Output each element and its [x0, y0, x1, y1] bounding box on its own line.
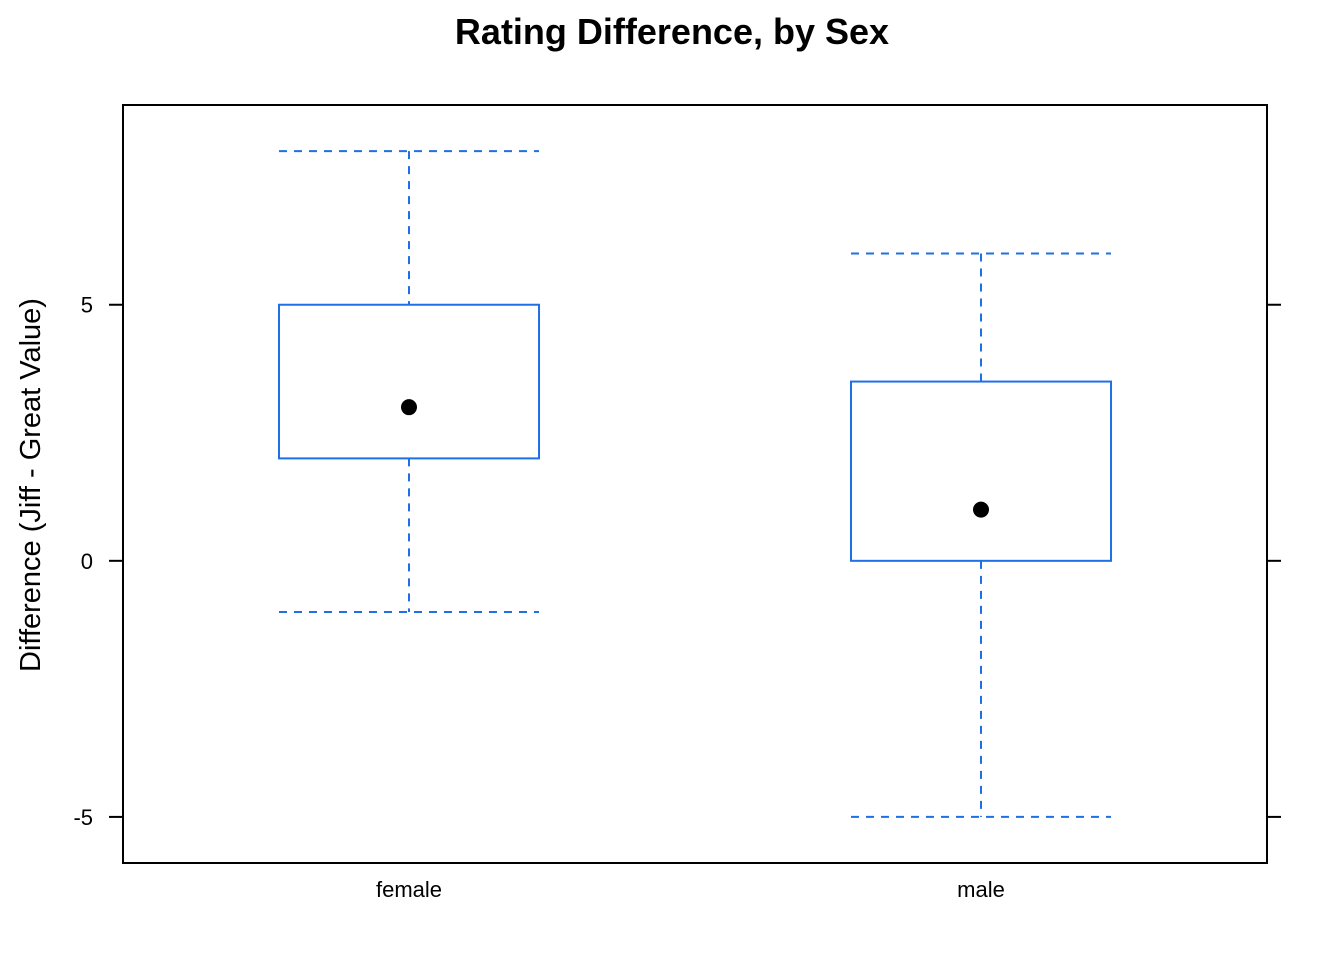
chart-title: Rating Difference, by Sex [455, 11, 889, 52]
y-tick-label: 5 [81, 293, 93, 318]
y-axis-label: Difference (Jiff - Great Value) [15, 298, 47, 672]
y-axis: -5 0 5 [73, 293, 1281, 830]
box-female [277, 150, 541, 614]
y-tick-label: 0 [81, 549, 93, 574]
box-male [849, 252, 1113, 818]
boxes [277, 150, 1113, 818]
x-tick-label: female [376, 877, 442, 902]
iqr-box [277, 303, 541, 460]
x-tick-label: male [957, 877, 1005, 902]
iqr-box [849, 380, 1113, 562]
median-dot [973, 501, 989, 518]
x-axis: female male [376, 877, 1005, 902]
y-tick-label: -5 [73, 805, 93, 830]
median-dot [401, 399, 417, 416]
plot-frame [122, 104, 1268, 864]
